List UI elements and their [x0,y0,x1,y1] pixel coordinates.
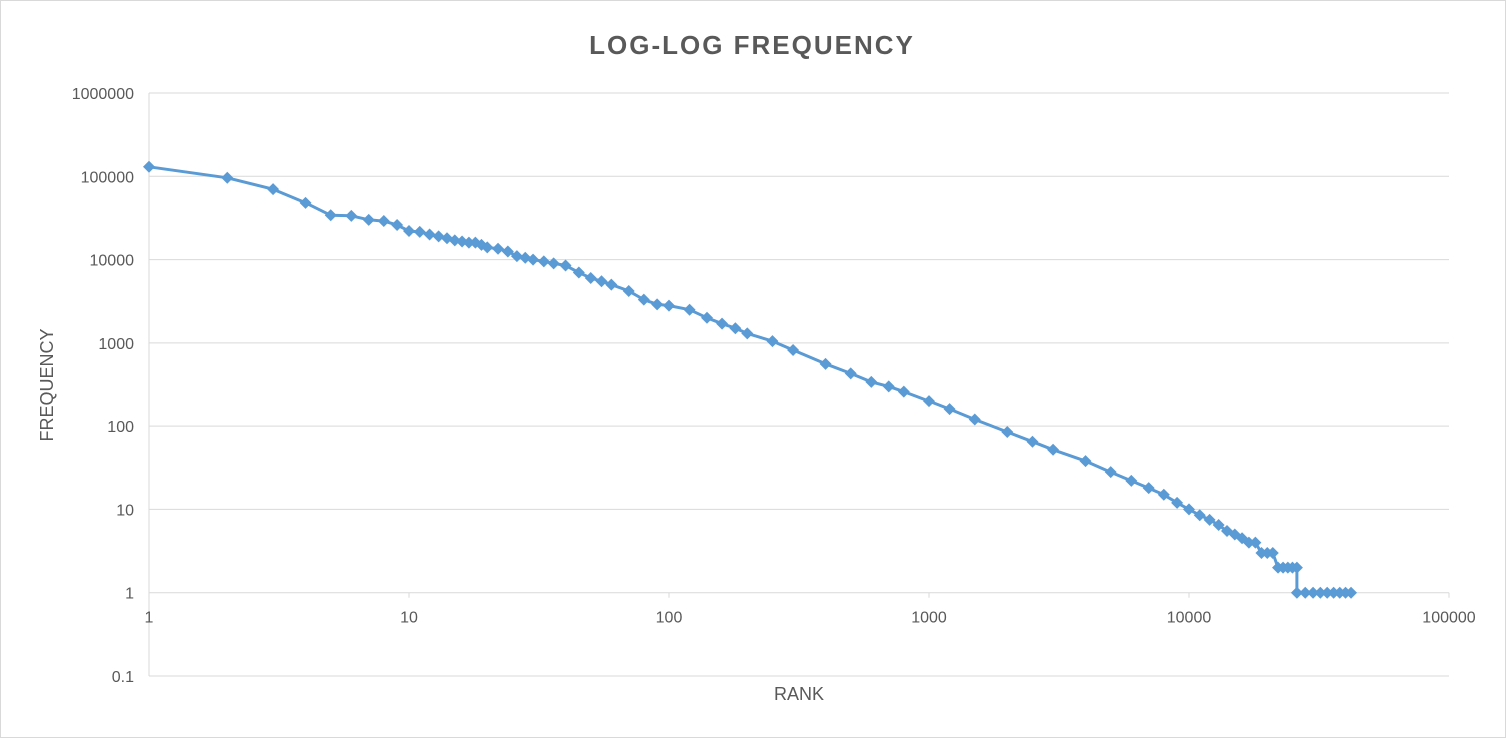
data-point-marker [413,225,426,238]
y-tick-label: 100000 [81,169,134,186]
data-point-marker [481,241,494,254]
data-point-marker [729,322,742,335]
data-point-marker [622,284,635,297]
data-point-marker [423,228,436,241]
data-point-marker [299,196,312,209]
data-point-marker [1290,586,1303,599]
data-point-marker [572,266,585,279]
data-point-marker [345,209,358,222]
gridlines [148,92,1449,677]
data-point-marker [537,255,550,268]
data-point-marker [267,183,280,196]
data-point-marker [1026,435,1039,448]
x-tick-label: 10 [400,610,418,627]
y-tick-label: 10 [116,502,134,519]
y-tick-label: 1000 [98,336,134,353]
y-tick-label: 1000000 [72,86,134,103]
data-point-marker [716,317,729,330]
data-point-marker [403,225,415,238]
data-point-marker [1079,455,1092,468]
data-point-marker [637,293,650,306]
data-point-marker [1171,496,1184,509]
data-point-marker [432,230,445,243]
data-point-marker [362,213,375,226]
x-tick-label: 100 [656,610,683,627]
data-point-marker [143,160,155,173]
data-point-marker [700,311,713,324]
data-point-marker [1314,586,1327,599]
data-point-marker [1266,546,1279,559]
y-tick-label: 0.1 [112,669,134,686]
data-point-marker [741,327,754,340]
x-axis-label: RANK [774,684,824,704]
data-point-marker [391,219,404,232]
data-point-marker [584,272,597,285]
data-point-marker [897,385,910,398]
data-point-marker [819,357,832,370]
data-point-marker [1345,586,1358,599]
data-point-marker [1157,488,1170,501]
data-point-marker [683,303,696,316]
data-point-marker [766,335,779,348]
data-point-marker [787,344,800,357]
data-point-marker [324,209,337,222]
series-line [148,165,1351,595]
data-point-marker [1327,586,1340,599]
data-point-marker [844,367,857,380]
data-point-marker [651,298,664,311]
data-point-marker [377,215,390,228]
data-point-marker [501,245,514,258]
y-axis-label: FREQUENCY [37,328,57,441]
data-point-marker [1307,586,1320,599]
y-tick-label: 100 [107,419,134,436]
data-point-marker [923,395,935,408]
x-tick-label: 100000 [1422,610,1475,627]
data-point-marker [1321,586,1334,599]
x-tick-label: 1 [145,610,154,627]
data-point-marker [663,299,675,312]
data-point-marker [1183,503,1195,516]
data-point-marker [221,171,234,184]
data-point-marker [559,259,572,272]
data-point-marker [968,413,981,426]
y-tick-label: 10000 [90,253,135,270]
data-point-marker [547,257,560,270]
data-point-marker [1249,536,1262,549]
y-tick-labels: 1000000 100000 10000 1000 100 10 1 0.1 [72,86,134,686]
data-point-marker [527,253,540,266]
data-point-marker [1047,443,1060,456]
data-point-marker [1299,586,1312,599]
data-point-marker [1242,536,1255,549]
data-point-marker [492,242,505,255]
data-point-marker [448,234,461,247]
data-point-marker [1104,466,1117,479]
data-point-marker [519,251,532,264]
series-frequency [143,160,1358,599]
data-point-marker [882,380,895,393]
data-point-marker [1212,519,1225,532]
x-tick-labels: 1 10 100 1000 10000 100000 [145,592,1476,627]
data-point-marker [943,403,956,416]
chart-title: LOG-LOG FREQUENCY [589,30,915,60]
x-tick-label: 10000 [1167,610,1212,627]
data-point-marker [595,275,608,288]
data-point-marker [1125,474,1138,487]
data-point-marker [1203,513,1216,526]
data-point-marker [510,250,523,263]
y-tick-label: 1 [125,586,134,603]
data-point-marker [462,236,475,249]
data-point-marker [1142,482,1155,495]
data-point-marker [605,278,618,291]
data-point-marker [865,375,878,388]
data-point-marker [1001,426,1014,439]
x-tick-label: 1000 [911,610,947,627]
data-point-marker [1290,561,1303,574]
